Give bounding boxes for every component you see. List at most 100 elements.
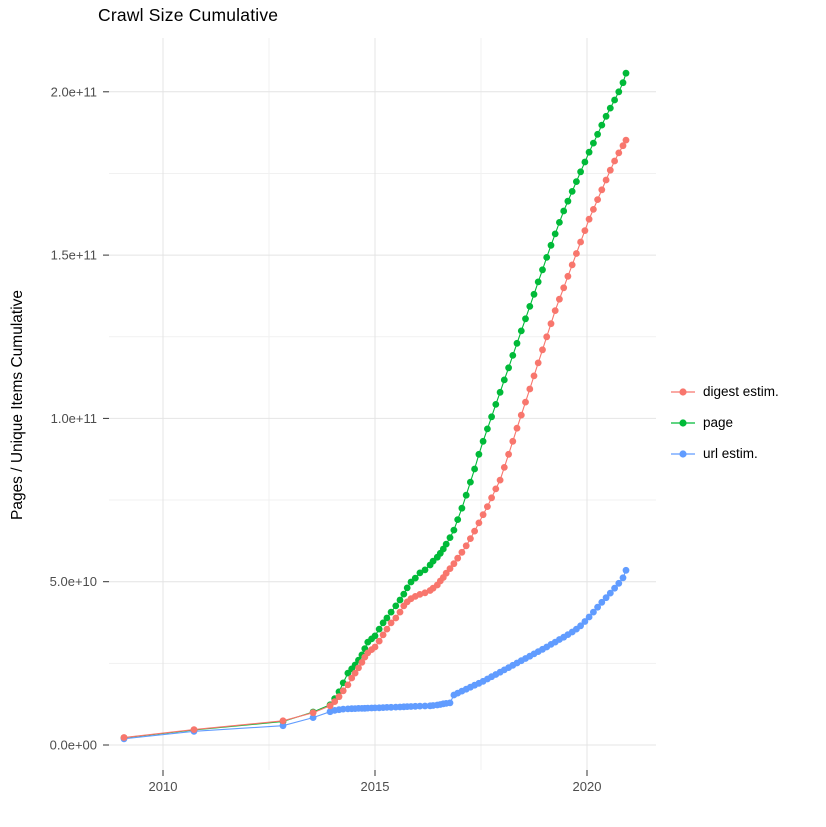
y-axis-title: Pages / Unique Items Cumulative bbox=[9, 290, 26, 520]
series-point-digest-estim- bbox=[348, 674, 356, 682]
series-point-page bbox=[475, 450, 483, 458]
series-point-digest-estim- bbox=[355, 664, 362, 672]
series-point-digest-estim- bbox=[358, 659, 366, 666]
series-point-page bbox=[513, 339, 521, 347]
series-point-page bbox=[387, 608, 395, 616]
series-point-digest-estim- bbox=[344, 681, 352, 689]
legend-key-page-icon bbox=[671, 418, 695, 427]
series-point-page bbox=[560, 207, 568, 215]
series-point-page bbox=[371, 632, 379, 640]
series-point-digest-estim- bbox=[462, 542, 470, 550]
series-point-page bbox=[547, 241, 555, 249]
series-point-page bbox=[407, 578, 415, 586]
series-point-digest-estim- bbox=[551, 307, 559, 314]
series-point-digest-estim- bbox=[517, 411, 525, 419]
series-point-digest-estim- bbox=[371, 643, 379, 651]
series-point-digest-estim- bbox=[611, 157, 618, 165]
series-point-digest-estim- bbox=[560, 284, 568, 292]
chart-title: Crawl Size Cumulative bbox=[98, 5, 279, 25]
series-point-page bbox=[534, 278, 542, 286]
legend-label-page: page bbox=[703, 415, 734, 430]
y-tick-label: 5.0e+10 bbox=[50, 574, 97, 589]
series-point-page bbox=[556, 219, 563, 226]
series-point-digest-estim- bbox=[619, 142, 627, 150]
series-point-page bbox=[606, 104, 614, 112]
grid-major-layer bbox=[109, 38, 656, 770]
series-point-digest-estim- bbox=[534, 359, 542, 367]
x-tick-label: 2015 bbox=[361, 779, 390, 794]
series-point-url-estim- bbox=[416, 702, 424, 710]
series-point-digest-estim- bbox=[564, 272, 572, 280]
series-point-digest-estim- bbox=[351, 669, 359, 677]
series-point-page bbox=[573, 178, 580, 186]
legend-label-digest: digest estim. bbox=[703, 384, 779, 399]
series-point-page bbox=[611, 96, 618, 104]
series-point-url-estim- bbox=[606, 589, 614, 597]
series-point-url-estim- bbox=[615, 579, 623, 587]
series-point-digest-estim- bbox=[421, 589, 429, 597]
series-point-digest-estim- bbox=[454, 554, 462, 562]
series-point-digest-estim- bbox=[450, 560, 458, 568]
series-point-page bbox=[543, 254, 551, 261]
grid-minor-layer bbox=[109, 38, 656, 770]
series-point-digest-estim- bbox=[622, 136, 630, 144]
series-point-page bbox=[517, 327, 525, 335]
series-point-page bbox=[522, 315, 529, 323]
series-point-digest-estim- bbox=[602, 176, 610, 184]
series-point-digest-estim- bbox=[556, 295, 563, 303]
series-point-url-estim- bbox=[594, 603, 601, 611]
series-point-url-estim- bbox=[611, 584, 618, 592]
series-point-digest-estim- bbox=[383, 625, 391, 633]
series-point-digest-estim- bbox=[573, 250, 580, 257]
series-point-page bbox=[479, 437, 487, 445]
series-point-digest-estim- bbox=[581, 227, 589, 235]
series-point-url-estim- bbox=[598, 598, 606, 606]
y-tick-label: 1.5e+11 bbox=[51, 248, 97, 263]
series-point-url-estim- bbox=[590, 608, 597, 616]
series-point-digest-estim- bbox=[335, 693, 343, 701]
series-point-page bbox=[496, 388, 504, 396]
series-point-digest-estim- bbox=[309, 709, 317, 717]
series-point-digest-estim- bbox=[442, 569, 450, 577]
series-point-digest-estim- bbox=[326, 702, 334, 710]
series-point-digest-estim- bbox=[396, 608, 404, 616]
x-tick-label: 2020 bbox=[573, 779, 602, 794]
series-point-page bbox=[594, 130, 601, 138]
legend: digest estim. page url estim. bbox=[670, 376, 779, 469]
legend-label-url: url estim. bbox=[703, 446, 758, 461]
series-point-digest-estim- bbox=[492, 485, 500, 493]
series-point-page bbox=[509, 352, 517, 359]
series-point-page bbox=[416, 569, 424, 577]
series-point-page bbox=[526, 303, 534, 310]
series-point-page bbox=[458, 504, 466, 512]
y-tick-label: 0.0e+00 bbox=[50, 738, 97, 753]
series-point-page bbox=[403, 584, 411, 592]
series-point-page bbox=[622, 69, 630, 77]
legend-entry-digest: digest estim. bbox=[670, 376, 779, 407]
series-point-url-estim- bbox=[421, 702, 429, 710]
series-point-digest-estim- bbox=[615, 149, 623, 157]
series-point-page bbox=[551, 230, 559, 238]
series-point-page bbox=[539, 266, 546, 274]
series-point-page bbox=[396, 596, 404, 604]
series-point-digest-estim- bbox=[190, 726, 198, 733]
series-point-page bbox=[602, 112, 610, 120]
x-tick-label: 2010 bbox=[149, 779, 178, 794]
series-point-url-estim- bbox=[602, 594, 610, 602]
y-tick-label: 1.0e+11 bbox=[51, 411, 97, 426]
series-point-page bbox=[505, 364, 512, 372]
series-point-url-estim- bbox=[581, 618, 589, 625]
series-point-page bbox=[564, 197, 572, 205]
series-point-url-estim- bbox=[577, 622, 584, 630]
series-point-digest-estim- bbox=[509, 437, 517, 445]
series-point-page bbox=[577, 168, 584, 176]
series-point-digest-estim- bbox=[379, 631, 387, 639]
series-point-digest-estim- bbox=[339, 687, 347, 695]
series-point-digest-estim- bbox=[522, 398, 529, 406]
legend-key-url-icon bbox=[671, 449, 695, 458]
series-point-digest-estim- bbox=[467, 535, 474, 542]
series-point-digest-estim- bbox=[375, 637, 383, 645]
series-point-digest-estim- bbox=[539, 346, 546, 354]
